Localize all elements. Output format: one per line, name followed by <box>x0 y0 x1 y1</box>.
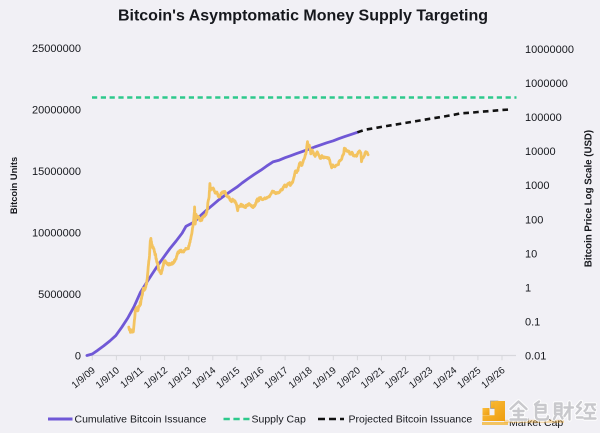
svg-text:10: 10 <box>525 248 537 260</box>
svg-text:Supply Cap: Supply Cap <box>252 413 306 425</box>
svg-text:0.01: 0.01 <box>525 351 546 363</box>
svg-text:Bitcoin Units: Bitcoin Units <box>9 157 19 214</box>
svg-text:1: 1 <box>525 282 531 294</box>
svg-text:Projected Bitcoin Issuance: Projected Bitcoin Issuance <box>349 413 473 425</box>
svg-text:10000000: 10000000 <box>32 228 81 240</box>
svg-text:100: 100 <box>525 214 543 226</box>
svg-text:1000: 1000 <box>525 180 549 192</box>
svg-text:0: 0 <box>75 351 81 363</box>
svg-text:10000: 10000 <box>525 146 556 158</box>
svg-text:25000000: 25000000 <box>32 43 81 55</box>
svg-text:1000000: 1000000 <box>525 78 568 90</box>
svg-text:Cumulative Bitcoin Issuance: Cumulative Bitcoin Issuance <box>75 413 207 425</box>
svg-text:100000: 100000 <box>525 112 562 124</box>
svg-text:10000000: 10000000 <box>525 44 574 56</box>
svg-text:Bitcoin's Asymptomatic Money S: Bitcoin's Asymptomatic Money Supply Targ… <box>118 8 488 25</box>
svg-text:0.1: 0.1 <box>525 316 540 328</box>
svg-text:15000000: 15000000 <box>32 166 81 178</box>
svg-text:20000000: 20000000 <box>32 105 81 117</box>
svg-text:5000000: 5000000 <box>38 289 81 301</box>
svg-text:Bitcoin Price Log Scale (USD): Bitcoin Price Log Scale (USD) <box>584 130 595 267</box>
